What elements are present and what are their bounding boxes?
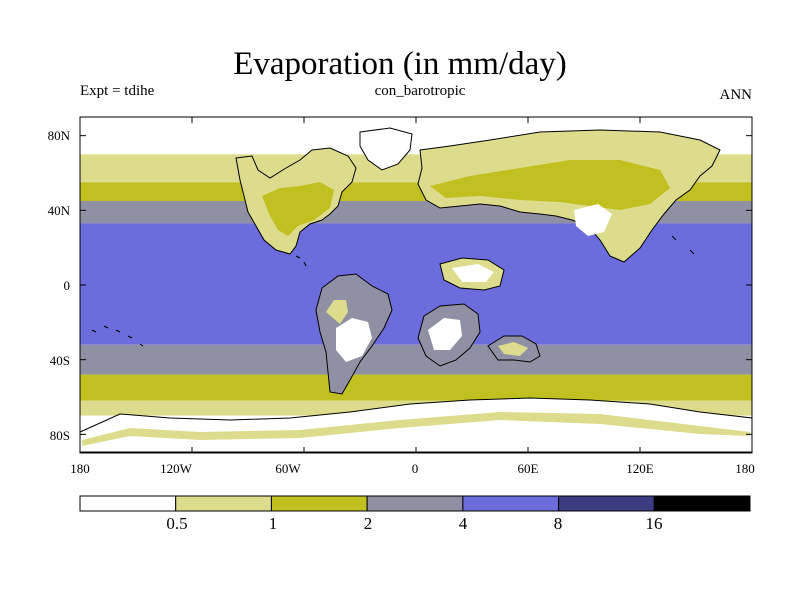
eurasia-humid-band — [430, 160, 670, 210]
south-america-dry-core — [336, 318, 372, 362]
siberia-dry-core — [700, 128, 752, 152]
pacific-islands — [91, 235, 695, 347]
north-america-interior — [262, 182, 334, 236]
x-tick-label: 180 — [70, 461, 90, 476]
colorbar-swatch — [270, 495, 368, 512]
colorbar-label: 16 — [645, 514, 663, 533]
land-features — [79, 127, 753, 453]
colorbar-label: 0.5 — [166, 514, 188, 533]
y-tick-label: 0 — [63, 278, 71, 293]
evaporation-band — [80, 344, 752, 375]
y-tick-label: 40S — [49, 353, 70, 368]
x-tick-label: 120E — [626, 461, 654, 476]
colorbar-swatch — [366, 495, 464, 512]
y-tick-label: 80N — [47, 128, 70, 143]
x-tick-label: 180 — [735, 461, 755, 476]
evaporation-band — [80, 374, 752, 401]
y-tick-label: 80S — [49, 428, 70, 443]
x-tick-label: 120W — [160, 461, 192, 476]
x-tick-label: 60E — [517, 461, 539, 476]
antarctica-margin — [82, 412, 750, 446]
south-africa-dry-core — [428, 318, 462, 350]
evaporation-band — [80, 223, 752, 345]
chart-title: Evaporation (in mm/day) — [233, 46, 567, 82]
colorbar-swatch — [462, 495, 560, 512]
south-america-inner-ring — [326, 300, 348, 324]
colorbar-label: 8 — [553, 514, 563, 533]
case-label: con_barotropic — [374, 83, 466, 99]
colorbar-label: 2 — [363, 514, 373, 533]
x-tick-label: 0 — [411, 461, 419, 476]
y-tick-label: 40N — [47, 203, 70, 218]
colorbar-swatch — [79, 495, 177, 512]
colorbar-label: 1 — [268, 514, 278, 533]
colorbar-swatch — [653, 495, 751, 512]
colorbar-swatch — [175, 495, 272, 512]
colorbar-swatch — [558, 495, 655, 512]
experiment-label: Expt = tdihe — [80, 83, 155, 99]
x-tick-label: 60W — [275, 461, 301, 476]
north-africa-desert — [452, 264, 494, 282]
greenland-coast — [359, 127, 413, 171]
colorbar-label: 4 — [458, 514, 468, 533]
season-label: ANN — [719, 87, 753, 103]
australia-inner — [498, 342, 528, 356]
tibet-dry-core — [574, 204, 612, 236]
